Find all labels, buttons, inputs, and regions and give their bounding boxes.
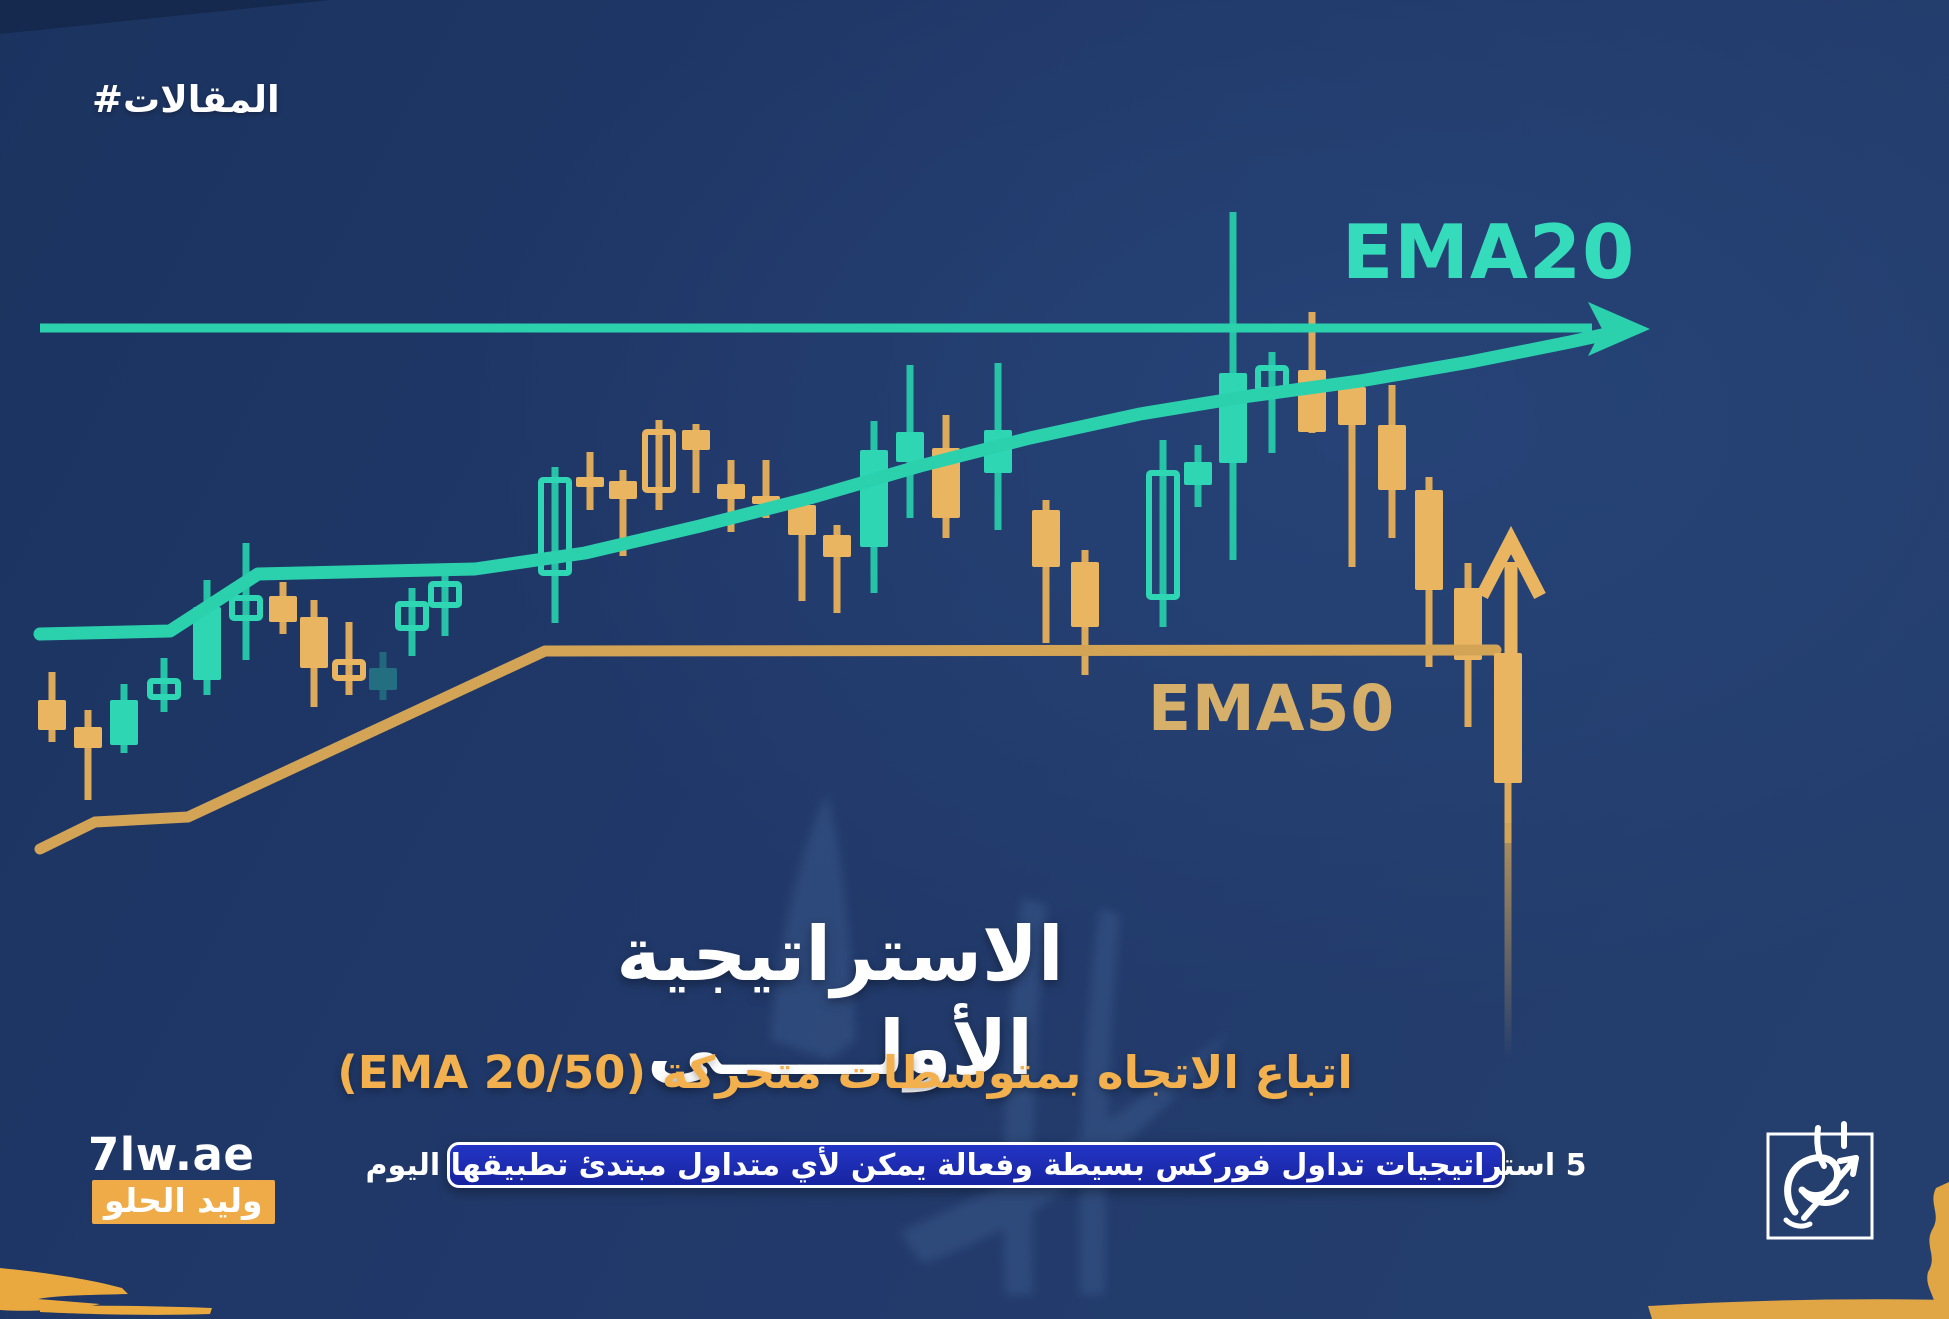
candle bbox=[1032, 500, 1060, 643]
candle bbox=[576, 452, 604, 510]
candle bbox=[1338, 380, 1366, 567]
candle bbox=[538, 467, 572, 623]
up-arrow-icon bbox=[1476, 525, 1546, 662]
candle bbox=[1494, 638, 1522, 1060]
candle bbox=[1255, 352, 1289, 453]
candle bbox=[642, 420, 676, 510]
candle bbox=[38, 672, 66, 742]
candle bbox=[860, 421, 888, 593]
candle bbox=[193, 580, 221, 695]
hashtag-label: #المقالات bbox=[92, 78, 280, 121]
ema50-line bbox=[34, 644, 1502, 855]
candle bbox=[110, 684, 138, 753]
candle bbox=[932, 415, 960, 538]
ema20-line bbox=[33, 323, 1632, 641]
candle bbox=[896, 365, 924, 518]
candle bbox=[823, 525, 851, 613]
candle bbox=[269, 582, 297, 634]
candle bbox=[229, 543, 263, 660]
website-url: 7lw.ae bbox=[88, 1128, 255, 1181]
candle bbox=[395, 588, 429, 656]
candle bbox=[74, 710, 102, 800]
candle bbox=[1219, 212, 1247, 560]
candle bbox=[1378, 385, 1406, 538]
candle bbox=[332, 622, 366, 695]
candle bbox=[1415, 477, 1443, 667]
candle bbox=[1146, 440, 1180, 627]
brand-logo bbox=[1766, 1121, 1874, 1240]
candle bbox=[1184, 445, 1212, 507]
gold-brush-bottom-left bbox=[0, 1268, 212, 1315]
candle bbox=[1071, 550, 1099, 675]
page-subtitle: اتباع الاتجاه بمتوسطات متحركة (EMA 20/50… bbox=[337, 1046, 1353, 1099]
gold-brush-bottom-right bbox=[1648, 1182, 1949, 1319]
candle bbox=[682, 424, 710, 493]
ema50-label: EMA50 bbox=[1148, 672, 1396, 745]
page-title: الاستراتيجية الأولــــــى bbox=[616, 910, 1064, 1092]
candle bbox=[369, 652, 397, 700]
candle bbox=[300, 600, 328, 707]
candle bbox=[428, 568, 462, 636]
resistance-arrowhead-icon bbox=[1588, 302, 1650, 356]
series-banner: 5 استراتيجيات تداول فوركس بسيطة وفعالة ي… bbox=[366, 1142, 1586, 1188]
ema20-label: EMA20 bbox=[1342, 208, 1636, 296]
candle bbox=[788, 497, 816, 601]
author-name: وليد الحلو bbox=[92, 1180, 275, 1224]
series-banner-text: 5 استراتيجيات تداول فوركس بسيطة وفعالة ي… bbox=[365, 1147, 1587, 1183]
candle bbox=[147, 658, 181, 712]
